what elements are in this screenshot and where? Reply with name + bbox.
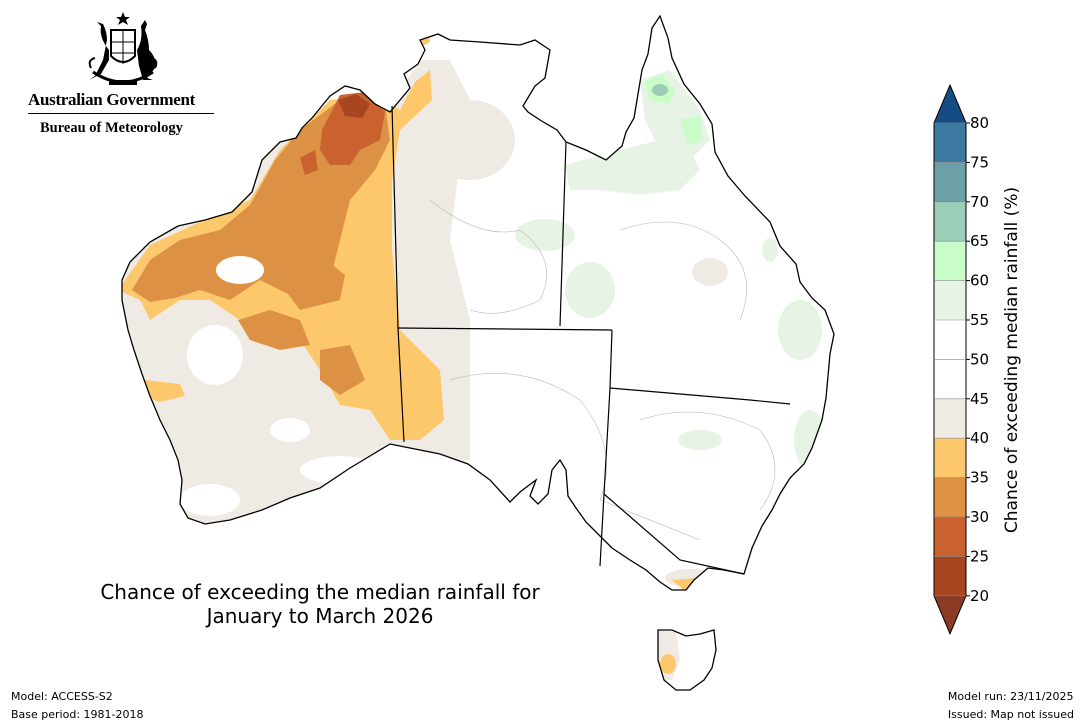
tasmania-forecast-field bbox=[658, 630, 716, 690]
state-borders bbox=[391, 105, 791, 575]
colorbar-band bbox=[934, 241, 966, 281]
colorbar-tick-label: 60 bbox=[970, 272, 989, 290]
footer-left: Model: ACCESS-S2 Base period: 1981-2018 bbox=[11, 688, 143, 724]
colorbar-tick-label: 30 bbox=[970, 508, 989, 526]
colorbar-extend-max bbox=[934, 85, 966, 123]
colorbar-ticks: 20 25 30 35 40 45 50 55 60 65 70 75 80 bbox=[934, 114, 989, 605]
rainfall-outlook-map bbox=[121, 15, 835, 691]
colorbar-extend-min bbox=[934, 595, 966, 634]
base-period: Base period: 1981-2018 bbox=[11, 708, 144, 721]
colorbar-band bbox=[934, 556, 966, 596]
contour-lines bbox=[429, 199, 776, 541]
colorbar-band bbox=[934, 398, 966, 439]
colorbar-band bbox=[934, 280, 966, 320]
colorbar-band bbox=[934, 359, 966, 399]
colorbar-band bbox=[934, 320, 966, 360]
colorbar-tick-label: 65 bbox=[970, 232, 989, 250]
map-title-line-2: January to March 2026 bbox=[206, 604, 434, 628]
colorbar-tick-label: 70 bbox=[970, 193, 989, 211]
government-name: Australian Government bbox=[28, 90, 195, 109]
colorbar-tick-label: 80 bbox=[970, 114, 989, 132]
bom-logo: Australian Government Bureau of Meteorol… bbox=[28, 10, 214, 138]
colorbar-tick-label: 75 bbox=[970, 153, 989, 171]
map-title: Chance of exceeding the median rainfall … bbox=[60, 580, 580, 628]
logo-divider bbox=[28, 113, 214, 114]
agency-name: Bureau of Meteorology bbox=[40, 120, 183, 136]
colorbar-tick-label: 55 bbox=[970, 311, 989, 329]
colorbar-tick-label: 40 bbox=[970, 429, 989, 447]
colorbar-tick-label: 35 bbox=[970, 469, 989, 487]
colorbar: 20 25 30 35 40 45 50 55 60 65 70 75 80 bbox=[933, 83, 989, 636]
colorbar-tick-label: 50 bbox=[970, 350, 989, 368]
colorbar-band bbox=[934, 438, 966, 478]
colorbar-band bbox=[934, 123, 966, 163]
colorbar-tick-label: 25 bbox=[970, 547, 989, 565]
issued-status: Issued: Map not issued bbox=[947, 708, 1074, 721]
colorbar-tick-label: 45 bbox=[970, 390, 989, 408]
model-run: Model run: 23/11/2025 bbox=[947, 690, 1074, 703]
colorbar-band bbox=[934, 201, 966, 242]
colorbar-band bbox=[934, 477, 966, 517]
colorbar-title-text: Chance of exceeding median rainfall (%) bbox=[1002, 186, 1022, 534]
footer-right: Model run: 23/11/2025 Issued: Map not is… bbox=[948, 688, 1074, 724]
coat-of-arms-icon bbox=[88, 12, 158, 85]
colorbar-band bbox=[934, 162, 966, 202]
map-title-line-1: Chance of exceeding the median rainfall … bbox=[100, 580, 540, 604]
colorbar-tick-label: 20 bbox=[970, 587, 989, 605]
mainland-forecast-field bbox=[122, 16, 834, 590]
model-name: Model: ACCESS-S2 bbox=[11, 690, 113, 703]
colorbar-band bbox=[934, 517, 966, 557]
